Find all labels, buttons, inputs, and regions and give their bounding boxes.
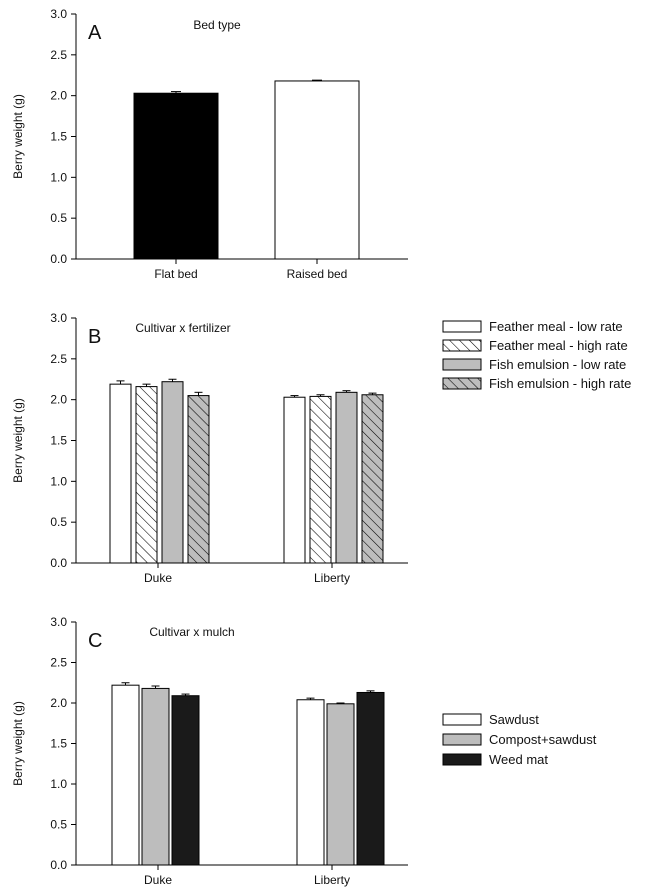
y-tick-label: 0.5 bbox=[50, 818, 67, 832]
bar bbox=[171, 695, 200, 866]
legend-label: Sawdust bbox=[489, 712, 539, 727]
chart-title: Cultivar x mulch bbox=[149, 625, 234, 639]
bar bbox=[141, 687, 170, 866]
chart-panel-c: 0.0 0.5 1.0 1.5 2.0 2.5 3.0 Berry weight (g) C Cu… bbox=[11, 615, 597, 887]
legend-swatch bbox=[442, 339, 482, 352]
legend: Feather meal - low rate Feather meal - hi… bbox=[442, 319, 631, 391]
y-tick-label: 0.0 bbox=[50, 556, 67, 570]
y-tick-label: 1.0 bbox=[50, 170, 67, 184]
y-tick-label: 2.0 bbox=[50, 393, 67, 407]
chart-panel-b: 0.0 0.5 1.0 1.5 2.0 2.5 3.0 Berry weight (g) B Cu… bbox=[11, 311, 631, 585]
y-axis-label: Berry weight (g) bbox=[11, 94, 25, 179]
y-tick-label: 3.0 bbox=[50, 615, 67, 629]
bar bbox=[361, 394, 384, 564]
legend-label: Feather meal - low rate bbox=[489, 319, 623, 334]
y-tick-label: 0.0 bbox=[50, 858, 67, 872]
y-tick-label: 2.5 bbox=[50, 352, 67, 366]
panel-label: A bbox=[88, 22, 102, 44]
bar bbox=[309, 395, 332, 564]
y-axis-label: Berry weight (g) bbox=[11, 701, 25, 786]
y-tick-label: 1.0 bbox=[50, 474, 67, 488]
legend-label: Fish emulsion - high rate bbox=[489, 376, 631, 391]
legend-swatch bbox=[442, 320, 482, 333]
panel-label: B bbox=[88, 326, 101, 348]
x-tick-label: Liberty bbox=[314, 571, 350, 585]
y-tick-label: 2.0 bbox=[50, 696, 67, 710]
legend-swatch bbox=[442, 713, 482, 726]
bar bbox=[161, 381, 184, 564]
y-tick-label: 1.5 bbox=[50, 737, 67, 751]
bar bbox=[296, 699, 325, 866]
bar bbox=[326, 703, 355, 866]
bar bbox=[187, 395, 210, 564]
legend-swatch bbox=[442, 377, 482, 390]
y-tick-label: 2.0 bbox=[50, 89, 67, 103]
chart-panel-a: 0.0 0.5 1.0 1.5 2.0 2.5 3.0 Berry weight (g) A Be… bbox=[11, 7, 408, 281]
chart-title: Bed type bbox=[193, 18, 241, 32]
bar bbox=[111, 684, 140, 866]
bar bbox=[335, 391, 358, 564]
y-tick-label: 1.0 bbox=[50, 777, 67, 791]
bar bbox=[283, 396, 306, 564]
panel-label: C bbox=[88, 630, 102, 652]
bar bbox=[133, 92, 219, 260]
legend-label: Compost+sawdust bbox=[489, 732, 597, 747]
legend-swatch bbox=[442, 733, 482, 746]
y-axis-label: Berry weight (g) bbox=[11, 398, 25, 483]
y-tick-label: 2.5 bbox=[50, 48, 67, 62]
y-tick-label: 0.5 bbox=[50, 515, 67, 529]
bar bbox=[109, 383, 132, 564]
chart-title: Cultivar x fertilizer bbox=[135, 321, 230, 335]
legend: Sawdust Compost+sawdust Weed mat bbox=[442, 712, 597, 767]
bar bbox=[135, 386, 158, 564]
legend-label: Weed mat bbox=[489, 752, 548, 767]
x-tick-label: Raised bed bbox=[287, 267, 348, 281]
x-tick-label: Duke bbox=[144, 571, 172, 585]
legend-swatch bbox=[442, 358, 482, 371]
y-tick-label: 0.0 bbox=[50, 252, 67, 266]
y-tick-label: 3.0 bbox=[50, 7, 67, 21]
y-tick-label: 1.5 bbox=[50, 434, 67, 448]
legend-label: Fish emulsion - low rate bbox=[489, 357, 626, 372]
x-tick-label: Duke bbox=[144, 873, 172, 887]
bar bbox=[356, 691, 385, 866]
x-tick-label: Flat bed bbox=[154, 267, 197, 281]
x-tick-label: Liberty bbox=[314, 873, 350, 887]
legend-label: Feather meal - high rate bbox=[489, 338, 628, 353]
legend-swatch bbox=[442, 753, 482, 766]
y-tick-label: 0.5 bbox=[50, 211, 67, 225]
y-tick-label: 3.0 bbox=[50, 311, 67, 325]
y-tick-label: 1.5 bbox=[50, 130, 67, 144]
y-tick-label: 2.5 bbox=[50, 656, 67, 670]
bar bbox=[274, 80, 360, 260]
